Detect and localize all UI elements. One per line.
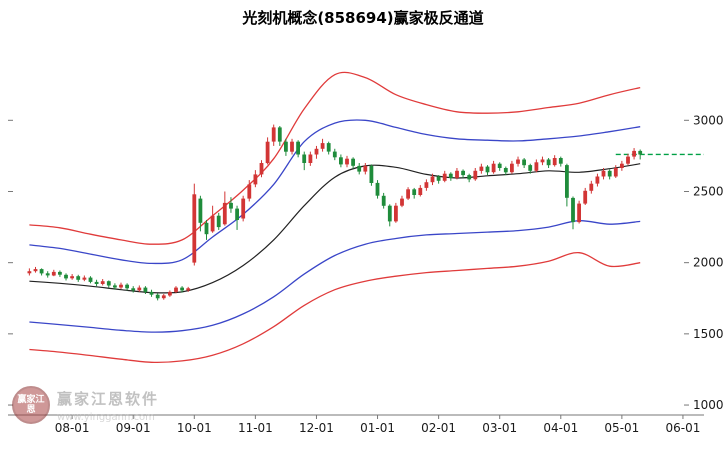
brand-logo-text: 赢家江恩 <box>17 394 45 415</box>
y-axis: 1000 1500 2000 2500 3000 <box>8 113 724 412</box>
x-axis-label: 03-01 <box>482 421 517 435</box>
y-axis-label: 2500 <box>693 184 724 198</box>
chart-title: 光刻机概念(858694)赢家极反通道 <box>242 9 484 27</box>
channel-line-upper-inner-rail <box>29 119 641 265</box>
watermark: 赢家江恩 赢家江恩软件 www.yinggann.com <box>12 386 159 424</box>
watermark-text-column: 赢家江恩软件 www.yinggann.com <box>57 388 159 423</box>
y-axis-label: 1500 <box>693 327 724 341</box>
x-axis-label: 01-01 <box>360 421 395 435</box>
x-axis-label: 12-01 <box>299 421 334 435</box>
y-axis-label: 1000 <box>693 398 724 412</box>
x-axis-label: 04-01 <box>543 421 578 435</box>
channel-line-upper-outer-rail <box>29 71 641 245</box>
x-axis-label: 11-01 <box>238 421 273 435</box>
x-axis-label: 10-01 <box>177 421 212 435</box>
x-axis-label: 08-01 <box>55 421 90 435</box>
watermark-url: www.yinggann.com <box>57 411 155 423</box>
brand-logo-icon: 赢家江恩 <box>12 386 50 424</box>
channel-line-lower-inner-rail <box>29 220 641 333</box>
watermark-brand: 赢家江恩软件 <box>57 389 160 408</box>
channel-line-mid-trend-line <box>29 163 641 294</box>
candles-layer <box>27 124 643 301</box>
x-axis-label: 02-01 <box>421 421 456 435</box>
x-axis-label: 05-01 <box>604 421 639 435</box>
x-axis-label: 06-01 <box>666 421 701 435</box>
x-axis-label: 09-01 <box>116 421 151 435</box>
y-axis-label: 2000 <box>693 256 724 270</box>
y-axis-label: 3000 <box>693 113 724 127</box>
x-axis: 08-01 09-01 10-01 11-01 12-01 01-01 02-01 03-01… <box>8 414 704 435</box>
channel-line-lower-outer-rail <box>29 252 641 364</box>
